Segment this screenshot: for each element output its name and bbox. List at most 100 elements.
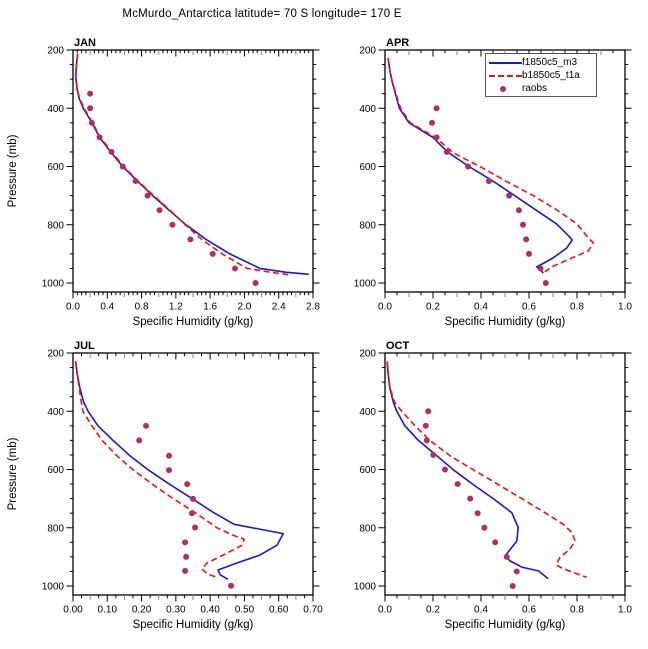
x-tick-label: 0.40 <box>200 605 220 616</box>
y-tick-label: 600 <box>359 465 376 476</box>
series-b1850c5_t1a <box>74 361 245 579</box>
solid-line-swatch <box>489 56 522 69</box>
obs-dot <box>465 163 472 170</box>
panel-month-label: OCT <box>386 340 410 352</box>
obs-dot <box>425 408 432 415</box>
dashed-line-swatch <box>489 69 522 82</box>
panel-jul: 0.00 0.10 0.20 0.30 0.40 0.50 0.60 0.70 200 400 60… <box>7 340 323 631</box>
panel-jan: 0.0 0.4 0.8 1.2 1.6 2.0 2.4 2.8 200 400 600 800 1000… <box>7 37 320 328</box>
obs-dot <box>520 221 526 228</box>
legend-label: f1850c5_m3 <box>522 57 578 68</box>
obs-dot <box>485 178 492 185</box>
obs-dot <box>442 466 448 473</box>
obs-dot <box>166 452 172 459</box>
x-tick-label: 0.20 <box>132 605 152 616</box>
y-tick-label: 200 <box>359 46 376 57</box>
y-tick-label: 400 <box>47 407 64 418</box>
obs-dot <box>136 437 143 444</box>
obs-dot <box>87 90 94 97</box>
obs-dot <box>423 437 430 444</box>
y-tick-label: 200 <box>47 46 64 57</box>
x-tick-label: 0.50 <box>235 605 255 616</box>
x-tick-label: 0.0 <box>378 605 392 616</box>
plot-frame <box>72 49 314 293</box>
y-tick-label: 800 <box>359 220 376 231</box>
axis-ticks <box>66 49 320 299</box>
x-tick-label: 0.6 <box>522 302 536 313</box>
x-tick-label: 0.4 <box>474 605 488 616</box>
x-axis-title: Specific Humidity (g/kg) <box>445 316 566 328</box>
x-tick-label: 0.6 <box>522 605 536 616</box>
figure-title: McMurdo_Antarctica latitude= 70 S longit… <box>122 8 402 20</box>
y-tick-label: 800 <box>47 220 64 231</box>
obs-dot <box>96 134 103 141</box>
obs-dot <box>430 451 437 458</box>
obs-dot <box>190 495 196 502</box>
obs-dot <box>542 280 549 286</box>
x-tick-label: 0.0 <box>378 302 392 313</box>
x-tick-label: 1.6 <box>203 302 217 313</box>
obs-dot <box>523 236 530 243</box>
obs-dot <box>182 567 189 574</box>
series-f1850c5_m3 <box>74 361 284 580</box>
dot-marker-swatch <box>489 82 522 95</box>
obs-dot <box>467 495 474 502</box>
series-raobs <box>87 90 259 286</box>
obs-dot <box>526 250 532 257</box>
tick-labels: 0.0 0.2 0.4 0.6 0.8 1.0 200 400 600 800 1000 <box>354 349 633 616</box>
x-tick-label: 0.8 <box>570 605 584 616</box>
obs-dot <box>513 568 520 575</box>
y-tick-label: 800 <box>359 523 376 534</box>
obs-dot <box>156 207 163 214</box>
obs-dot <box>503 553 510 560</box>
x-tick-label: 1.2 <box>169 302 183 313</box>
x-tick-label: 0.0 <box>66 302 80 313</box>
obs-dot <box>166 467 172 474</box>
legend-label: raobs <box>522 83 548 94</box>
x-tick-label: 2.8 <box>306 302 320 313</box>
obs-dot <box>108 148 115 155</box>
obs-dot <box>422 422 429 429</box>
x-tick-label: 0.70 <box>303 605 323 616</box>
obs-dot <box>209 250 216 257</box>
obs-dot <box>515 207 522 214</box>
obs-dot <box>433 105 440 112</box>
obs-dot <box>506 192 513 199</box>
x-axis-title: Specific Humidity (g/kg) <box>133 619 254 631</box>
y-tick-label: 600 <box>47 162 64 173</box>
series-f1850c5_m3 <box>386 361 549 580</box>
y-tick-label: 400 <box>359 104 376 115</box>
panel-month-label: JAN <box>74 37 96 49</box>
panel-apr: 0.0 0.2 0.4 0.6 0.8 1.0 200 400 600 800 1000 APR Spe… <box>354 37 633 328</box>
x-tick-label: 0.8 <box>135 302 149 313</box>
y-tick-label: 1000 <box>42 279 65 290</box>
x-tick-label: 0.00 <box>63 605 83 616</box>
x-tick-label: 0.30 <box>166 605 186 616</box>
legend-entry-model2: b1850c5_t1a <box>489 69 596 82</box>
obs-dot <box>88 119 95 126</box>
obs-dot <box>228 582 235 589</box>
obs-dot <box>537 265 544 272</box>
series-b1850c5_t1a <box>386 361 587 579</box>
series-raobs <box>429 105 549 286</box>
y-tick-label: 600 <box>359 162 376 173</box>
obs-dot <box>232 265 238 272</box>
y-tick-label: 200 <box>359 349 376 360</box>
y-axis-title: Pressure (mb) <box>7 134 19 207</box>
x-tick-label: 1.0 <box>618 605 632 616</box>
x-tick-label: 1.0 <box>618 302 632 313</box>
axis-ticks <box>66 352 320 602</box>
legend-label: b1850c5_t1a <box>522 70 580 81</box>
y-tick-label: 200 <box>47 349 64 360</box>
legend-entry-model1: f1850c5_m3 <box>489 56 596 69</box>
obs-dot <box>492 539 499 546</box>
obs-dot <box>433 134 440 141</box>
obs-dot <box>509 583 516 589</box>
series-raobs <box>136 422 235 589</box>
x-tick-label: 0.2 <box>426 605 440 616</box>
series-b1850c5_t1a <box>75 53 292 276</box>
obs-dot <box>169 221 176 228</box>
obs-dot <box>454 481 461 488</box>
series-raobs <box>422 408 520 589</box>
